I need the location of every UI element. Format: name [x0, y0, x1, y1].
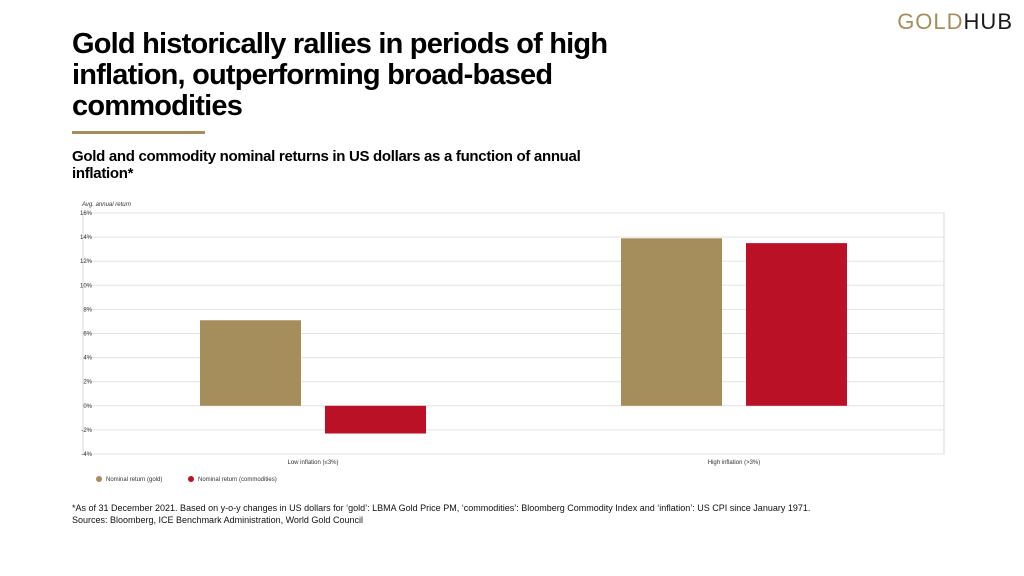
x-tick-label: High inflation (>3%): [708, 460, 761, 466]
bar: [621, 238, 722, 406]
goldhub-logo[interactable]: GOLDHUB: [897, 9, 1013, 35]
y-tick-label: 12%: [80, 259, 93, 265]
footnote: *As of 31 December 2021. Based on y-o-y …: [72, 502, 810, 526]
y-tick-label: 0%: [83, 404, 92, 410]
chart-subtitle: Gold and commodity nominal returns in US…: [72, 148, 581, 182]
y-tick-label: -4%: [81, 452, 92, 458]
legend-marker: [188, 476, 194, 482]
chart-area: -4% -2% 0% 2% 4% 6% 8% 10% 12% 14% 16% Low inflati…: [80, 202, 945, 483]
y-tick-label: 10%: [80, 283, 93, 289]
bar: [746, 243, 847, 406]
bar-chart: -4% -2% 0% 2% 4% 6% 8% 10% 12% 14% 16% Low inflati…: [80, 202, 945, 483]
y-tick-label: 6%: [83, 332, 92, 338]
y-tick-label: 4%: [83, 356, 92, 362]
title-underline: [72, 131, 205, 134]
legend-marker: [96, 476, 102, 482]
y-tick-label: 2%: [83, 380, 92, 386]
y-tick-label: 8%: [83, 307, 92, 313]
x-tick-label: Low inflation (≤3%): [288, 460, 339, 466]
y-axis-label: Avg. annual return: [81, 202, 132, 208]
logo-gold-text: GOLD: [897, 9, 964, 34]
legend-label: Nominal return (commodities): [198, 477, 277, 483]
bar: [325, 405, 426, 434]
y-tick-label: 14%: [80, 235, 93, 241]
footnote-note: *As of 31 December 2021. Based on y-o-y …: [72, 503, 811, 513]
logo-hub-text: HUB: [963, 9, 1013, 34]
footnote-sources: Sources: Bloomberg, ICE Benchmark Admini…: [72, 515, 363, 525]
page-title: Gold historically rallies in periods of …: [72, 28, 608, 122]
legend-label: Nominal return (gold): [106, 477, 162, 483]
bar: [200, 320, 301, 406]
y-tick-label: -2%: [81, 428, 92, 434]
y-tick-label: 16%: [80, 211, 93, 217]
